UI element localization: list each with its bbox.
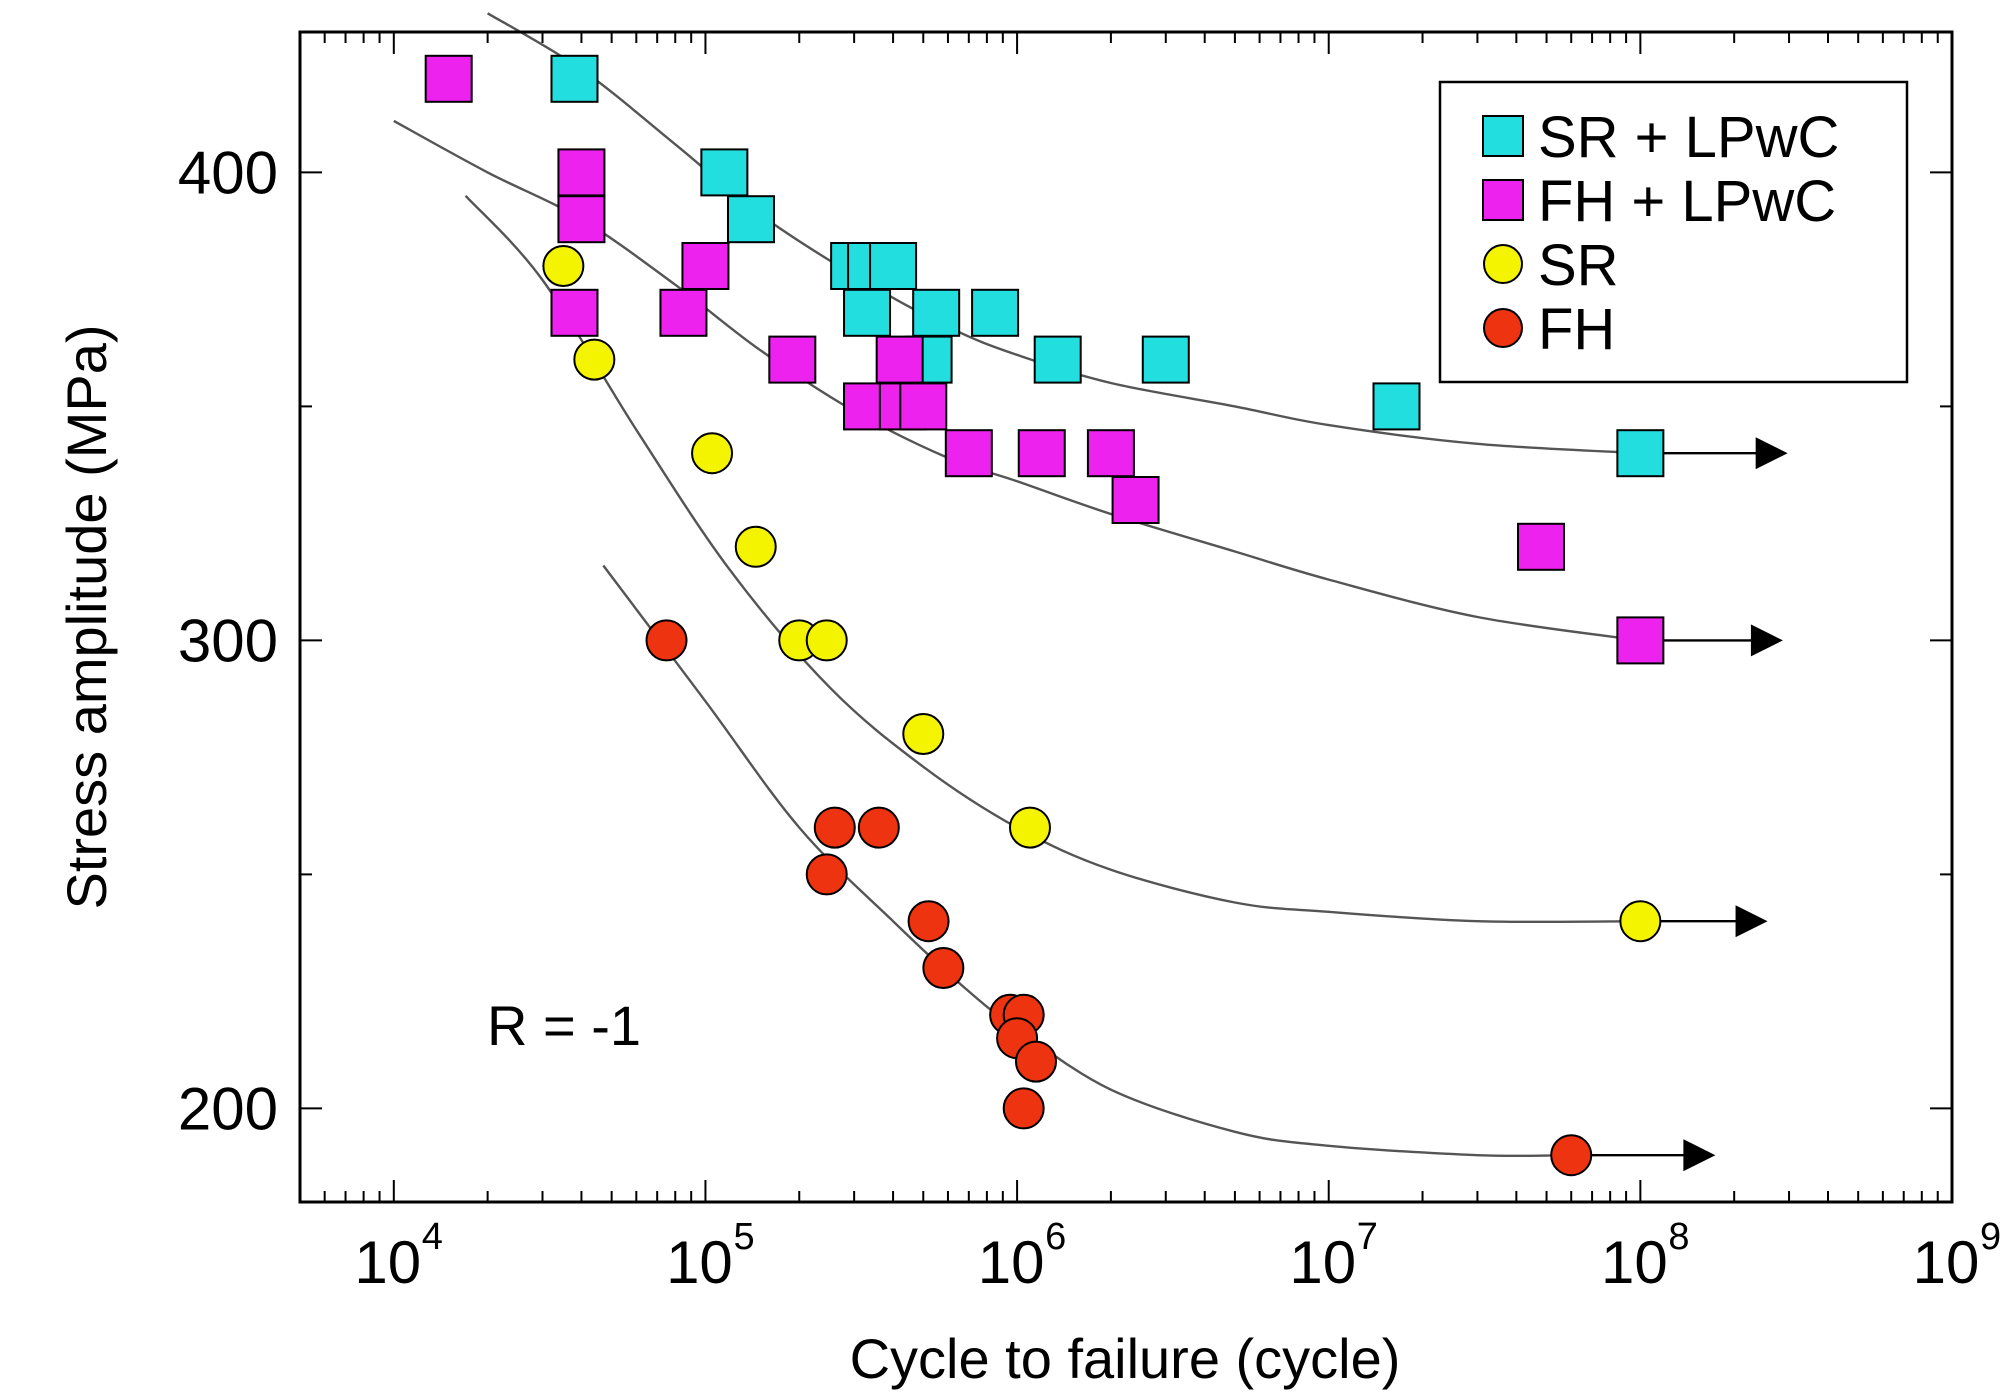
x-tick-label: 10 8 xyxy=(1601,1216,1690,1296)
point-sr xyxy=(805,619,848,662)
legend-item-sr-lpwc: SR + LPwC xyxy=(1482,105,1839,170)
x-tick-exponent: 9 xyxy=(1980,1216,2001,1258)
legend-label: FH + LPwC xyxy=(1538,169,1836,234)
x-tick-base: 10 xyxy=(354,1229,421,1296)
x-tick-labels: 10 4 10 5 10 6 10 7 10 8 10 9 xyxy=(354,1216,2001,1296)
legend-marker-sr-lpwc xyxy=(1482,115,1524,157)
x-tick-base: 10 xyxy=(1289,1229,1356,1296)
y-axis-title: Stress amplitude (MPa) xyxy=(55,324,118,909)
series-fh xyxy=(645,619,1593,1177)
point-fh-lpwc xyxy=(1017,429,1066,478)
point-sr xyxy=(691,432,734,475)
point-sr-lpwc xyxy=(726,195,775,244)
point-fh xyxy=(645,619,688,662)
x-tick-label: 10 9 xyxy=(1913,1216,2002,1296)
series-sr-lpwc xyxy=(550,54,1665,478)
point-sr xyxy=(902,713,945,755)
x-tick-label: 10 6 xyxy=(978,1216,1067,1296)
x-tick-exponent: 7 xyxy=(1357,1216,1378,1258)
point-fh-lpwc xyxy=(1517,522,1566,571)
x-tick-base: 10 xyxy=(1601,1229,1668,1296)
fit-curve-sr xyxy=(464,194,1641,924)
point-sr-lpwc xyxy=(869,242,918,290)
point-sr-lpwc xyxy=(550,54,599,103)
point-sr-lpwc xyxy=(1141,335,1190,384)
y-tick-label: 300 xyxy=(178,607,278,674)
point-fh-lpwc xyxy=(557,195,606,244)
axis-ticks xyxy=(299,32,1953,1202)
series-fh-lpwc xyxy=(424,54,1665,665)
point-fh-lpwc xyxy=(659,288,708,337)
y-tick-label: 400 xyxy=(178,139,278,206)
point-fh xyxy=(1550,1134,1593,1177)
point-fh-lpwc xyxy=(944,429,993,478)
x-tick-exponent: 6 xyxy=(1045,1216,1066,1258)
y-tick-labels: 200 300 400 xyxy=(178,139,278,1142)
legend-item-fh: FH xyxy=(1483,297,1615,362)
legend-label: SR + LPwC xyxy=(1538,105,1839,170)
x-tick-base: 10 xyxy=(1913,1229,1980,1296)
x-tick-exponent: 8 xyxy=(1668,1216,1689,1258)
point-fh xyxy=(907,900,950,943)
point-fh xyxy=(805,853,848,896)
point-fh-lpwc xyxy=(1111,476,1160,524)
legend-marker-fh xyxy=(1483,308,1523,348)
point-fh-lpwc xyxy=(768,335,817,384)
r-ratio-annotation: R = -1 xyxy=(487,994,641,1057)
x-tick-base: 10 xyxy=(666,1229,733,1296)
runout-arrows xyxy=(1571,437,1788,1172)
point-fh xyxy=(813,806,856,849)
point-sr xyxy=(734,525,777,568)
point-sr xyxy=(573,338,616,381)
point-fh-lpwc xyxy=(899,382,948,431)
point-sr-lpwc xyxy=(971,288,1020,337)
point-fh-lpwc xyxy=(1616,616,1665,665)
point-fh-lpwc xyxy=(557,148,606,197)
x-tick-exponent: 4 xyxy=(422,1216,443,1258)
point-sr xyxy=(1619,900,1662,943)
point-fh-lpwc xyxy=(1086,429,1135,478)
point-fh-lpwc xyxy=(424,54,473,103)
point-sr-lpwc xyxy=(700,148,749,197)
legend-marker-fh-lpwc xyxy=(1482,179,1524,221)
data-markers xyxy=(424,54,1665,1177)
legend-item-fh-lpwc: FH + LPwC xyxy=(1482,169,1836,234)
point-sr-lpwc xyxy=(843,288,892,337)
x-tick-label: 10 4 xyxy=(354,1216,443,1296)
legend-marker-sr xyxy=(1483,244,1523,284)
series-sr xyxy=(542,245,1662,943)
x-tick-base: 10 xyxy=(978,1229,1045,1296)
fit-curve-sr-lpwc xyxy=(486,12,1641,455)
plot-frame xyxy=(298,30,1954,1204)
point-fh-lpwc xyxy=(681,242,730,290)
legend-label: SR xyxy=(1538,233,1619,298)
x-tick-label: 10 7 xyxy=(1289,1216,1378,1296)
point-fh-lpwc xyxy=(550,288,599,337)
point-fh xyxy=(1002,1087,1045,1130)
x-axis-title: Cycle to failure (cycle) xyxy=(850,1327,1401,1390)
point-sr-lpwc xyxy=(1616,429,1665,478)
point-fh xyxy=(1015,1040,1058,1083)
y-tick-label: 200 xyxy=(178,1075,278,1142)
point-sr-lpwc xyxy=(912,288,961,337)
point-sr-lpwc xyxy=(1033,335,1082,384)
point-fh xyxy=(922,947,965,989)
point-fh xyxy=(857,806,900,849)
x-tick-label: 10 5 xyxy=(666,1216,755,1296)
point-fh-lpwc xyxy=(875,335,924,384)
x-tick-exponent: 5 xyxy=(733,1216,754,1258)
legend-item-sr: SR xyxy=(1483,233,1619,298)
point-sr xyxy=(542,245,585,287)
point-sr xyxy=(1008,806,1051,849)
point-sr-lpwc xyxy=(1372,382,1421,431)
legend-label: FH xyxy=(1538,297,1615,362)
